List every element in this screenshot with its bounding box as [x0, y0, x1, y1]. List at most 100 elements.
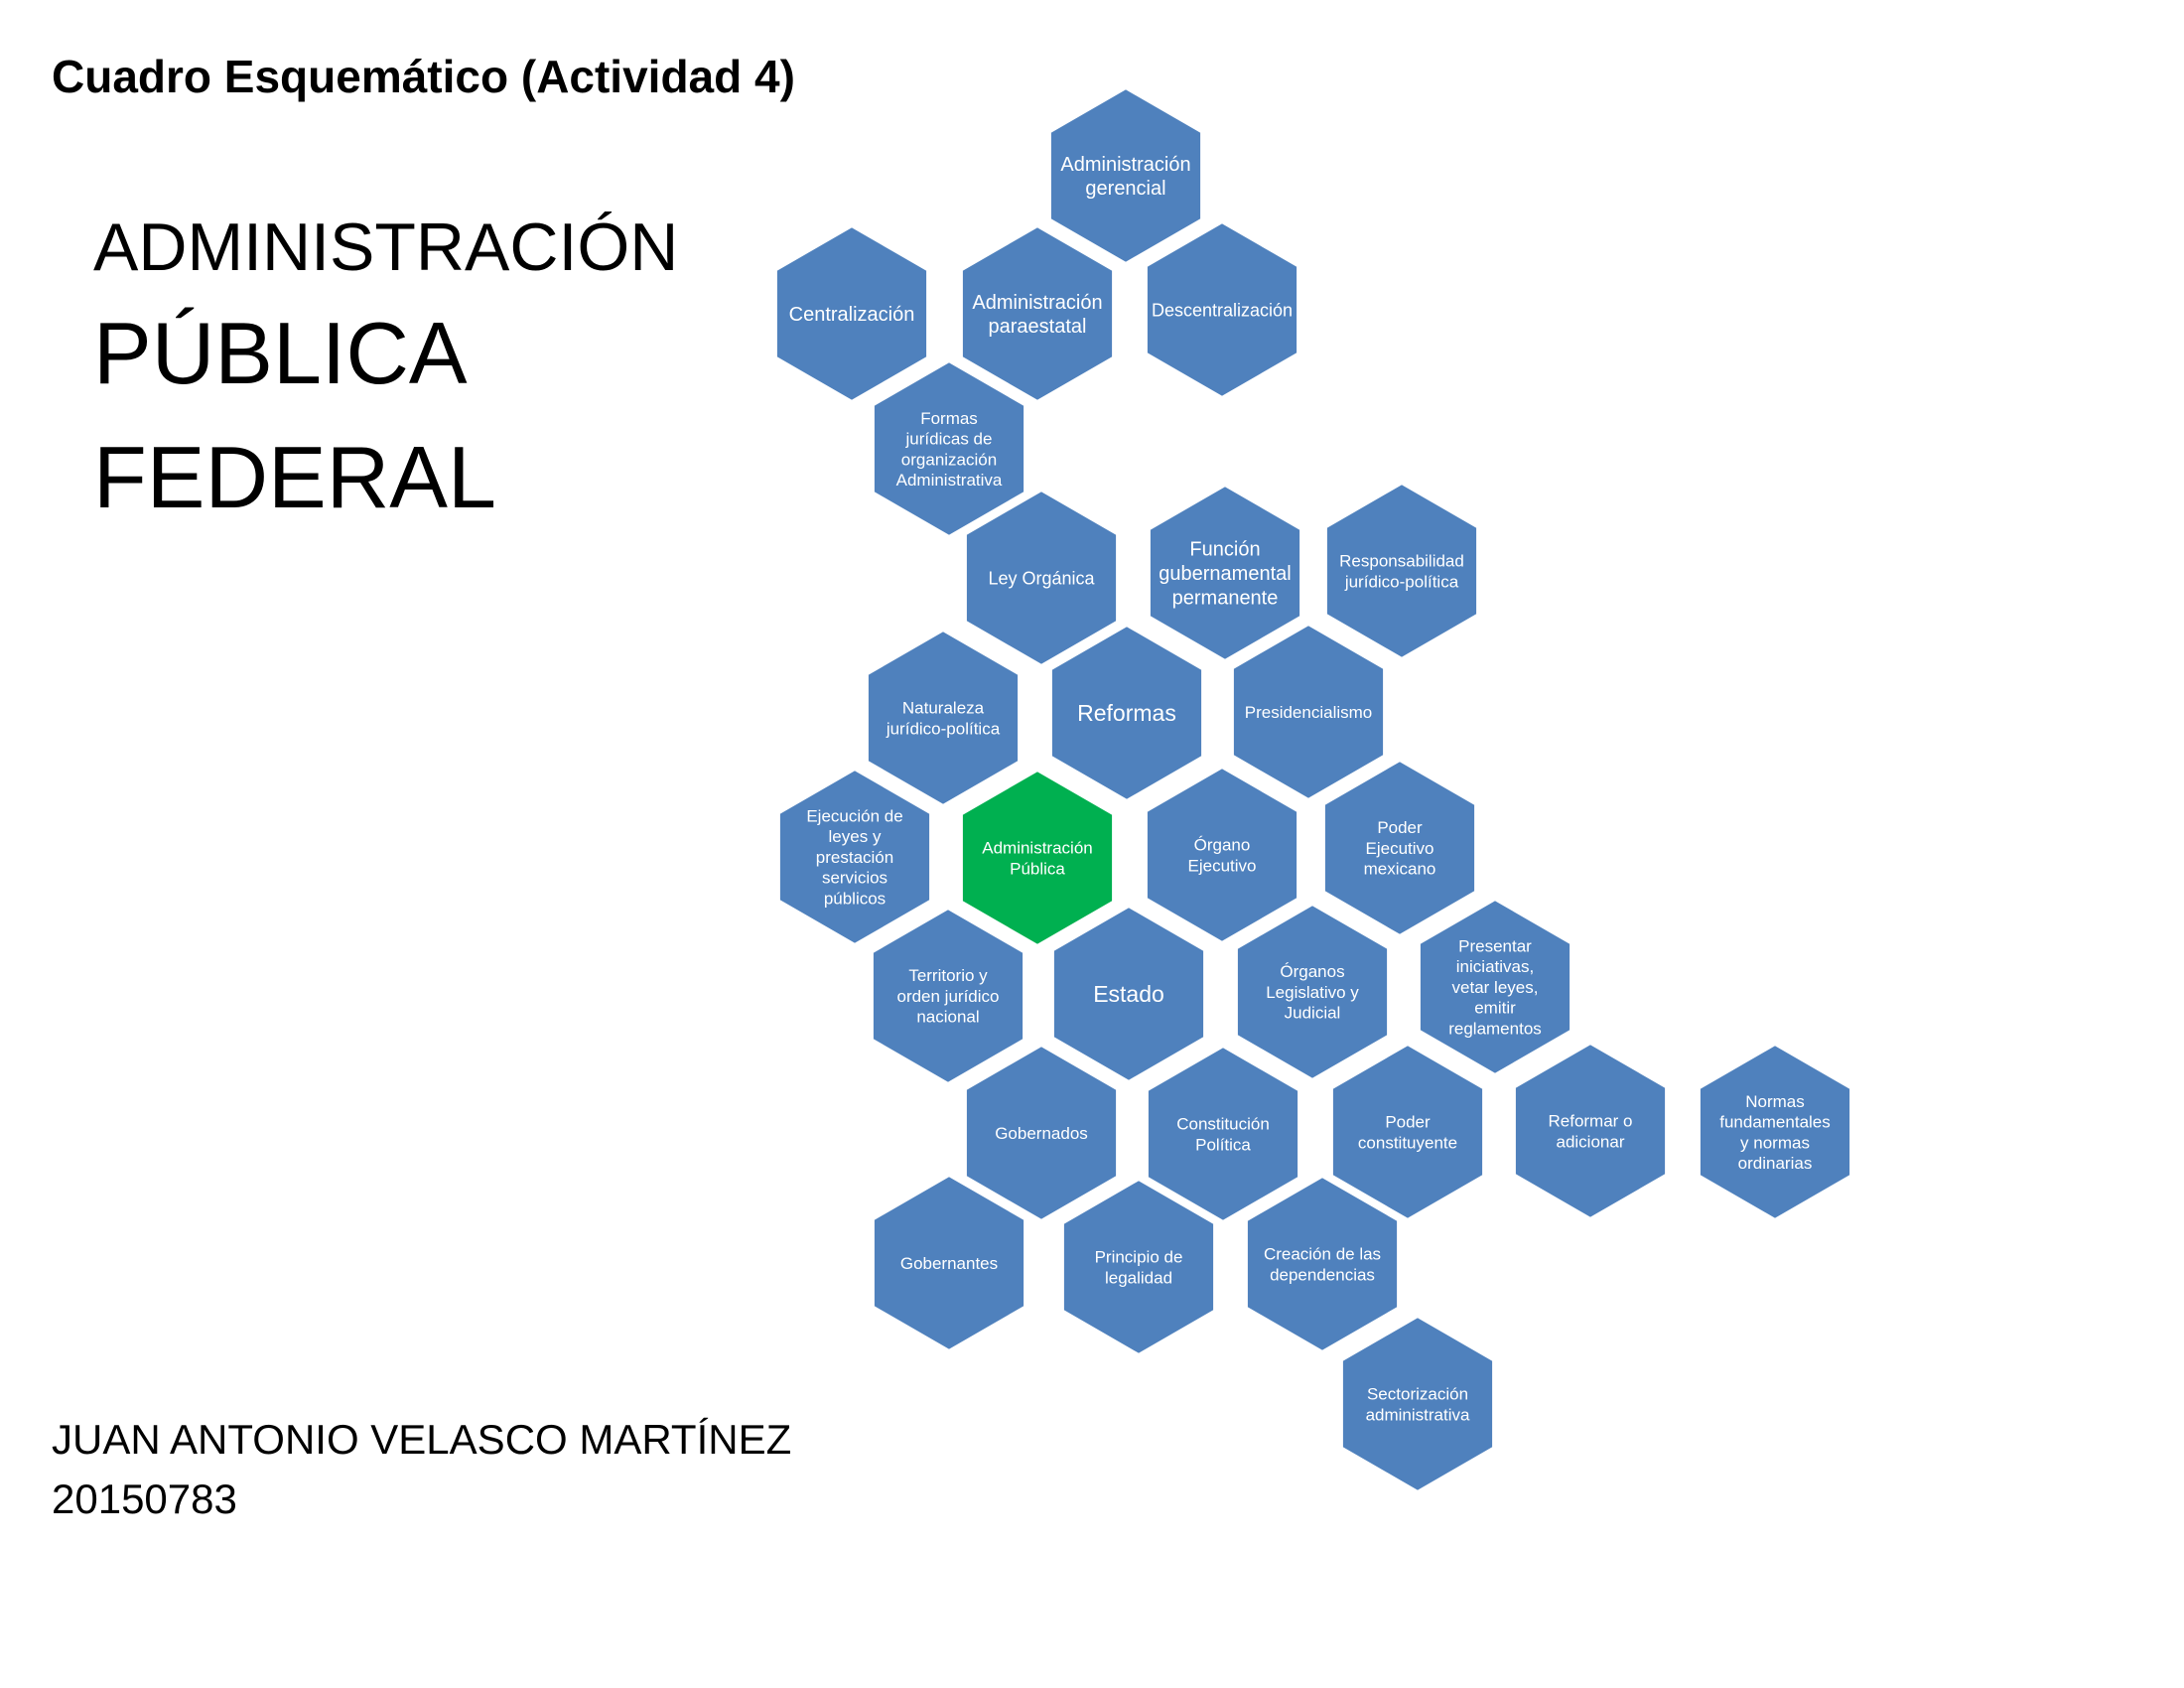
hexagon-label: Pública — [1010, 859, 1065, 878]
hexagon-shape — [1416, 896, 1574, 1078]
hexagon-label: jurídico-política — [1344, 572, 1459, 591]
hexagon-label: nacional — [916, 1008, 979, 1027]
hexagon-label: paraestatal — [989, 316, 1087, 338]
hexagon-label: Creación de las — [1264, 1245, 1381, 1264]
hexagon-label: Normas — [1745, 1092, 1805, 1111]
hexagon-label: Política — [1195, 1135, 1251, 1154]
heading-line-1: ADMINISTRACIÓN — [93, 210, 679, 285]
author-name: JUAN ANTONIO VELASCO MARTÍNEZ — [52, 1416, 792, 1463]
hexagon-shape — [864, 627, 1023, 809]
hexagon-label: servicios — [822, 869, 887, 888]
hexagon-label: gerencial — [1085, 178, 1165, 200]
hexagon-label: Reformar o — [1548, 1112, 1632, 1131]
hexagon-shape — [1233, 901, 1392, 1083]
author-block: JUAN ANTONIO VELASCO MARTÍNEZ 20150783 — [52, 1410, 791, 1529]
hexagon-shape — [869, 905, 1027, 1087]
hexagon-reformas: Reformas — [1047, 622, 1206, 804]
hexagon-shape — [870, 357, 1028, 540]
hexagon-shape — [1049, 903, 1208, 1085]
hexagon-estado: Estado — [1049, 903, 1208, 1085]
hexagon-shape — [1243, 1173, 1402, 1355]
hexagon-label: legalidad — [1105, 1268, 1172, 1287]
hexagon-label: leyes y — [829, 827, 882, 846]
hexagon-descentralizacion: Descentralización — [1143, 218, 1301, 401]
hexagon-centralizacion: Centralización — [772, 222, 931, 405]
hexagon-shape — [1047, 622, 1206, 804]
hexagon-shape — [1059, 1176, 1218, 1358]
hexagon-label: Centralización — [789, 304, 915, 326]
hexagon-label: Poder — [1385, 1113, 1431, 1132]
hexagon-label: Judicial — [1285, 1004, 1341, 1023]
hexagon-label: Reformas — [1077, 700, 1176, 726]
hexagon-label: Administración — [972, 292, 1102, 314]
hexagon-shape — [1328, 1041, 1487, 1223]
author-id: 20150783 — [52, 1476, 237, 1522]
hexagon-label: dependencias — [1270, 1265, 1375, 1284]
hexagon-shape — [870, 1172, 1028, 1354]
hexagon-label: Principio de — [1095, 1248, 1183, 1267]
hexagon-ley-organica: Ley Orgánica — [962, 487, 1121, 669]
hexagon-label: Poder — [1377, 818, 1423, 837]
hexagon-shape — [962, 487, 1121, 669]
hexagon-shape — [1144, 1043, 1302, 1225]
hexagon-label: Territorio y — [908, 966, 988, 985]
hexagon-label: Administrativa — [896, 471, 1003, 490]
hexagon-label: vetar leyes, — [1452, 978, 1539, 997]
hexagon-label: y normas — [1740, 1133, 1810, 1152]
hexagon-poder-ejecutivo: Poder Ejecutivo mexicano — [1320, 757, 1479, 939]
hexagon-label: constituyente — [1358, 1133, 1457, 1152]
hexagon-presidencialismo: Presidencialismo — [1229, 621, 1388, 803]
hexagon-shape — [1320, 757, 1479, 939]
hexagon-label: ordinarias — [1738, 1154, 1813, 1173]
heading-line-2: PÚBLICA — [93, 304, 468, 402]
hexagon-label: Ejecutivo — [1366, 839, 1434, 858]
hexagon-label: prestación — [816, 848, 893, 867]
hexagon-shape — [1143, 218, 1301, 401]
hexagon-territorio: Territorio y orden jurídico nacional — [869, 905, 1027, 1087]
hexagon-label: Naturaleza — [902, 699, 985, 718]
document-title: Cuadro Esquemático (Actividad 4) — [52, 51, 795, 102]
hexagon-gobernantes: Gobernantes — [870, 1172, 1028, 1354]
hexagon-shape — [1143, 764, 1301, 946]
hexagon-organos-legislativo: Órganos Legislativo y Judicial — [1233, 901, 1392, 1083]
hexagon-shape — [1146, 482, 1304, 664]
hexagon-label: Órgano — [1194, 836, 1251, 855]
hexagon-shape — [1229, 621, 1388, 803]
hexagon-label: Gobernados — [995, 1124, 1088, 1143]
hexagon-label: Formas — [920, 409, 978, 428]
hexagon-label: Función — [1189, 539, 1260, 561]
hexagon-label: iniciativas, — [1456, 957, 1534, 976]
hexagon-shape — [772, 222, 931, 405]
hexagon-shape — [1511, 1040, 1670, 1222]
hexagon-label: públicos — [824, 889, 886, 908]
hexagon-shape — [958, 222, 1117, 405]
hexagon-label: Ejecución de — [806, 807, 902, 826]
hexagon-shape — [962, 1042, 1121, 1224]
hexagon-label: Ley Orgánica — [988, 568, 1095, 588]
hexagon-label: adicionar — [1557, 1132, 1625, 1151]
hexagon-label: Presidencialismo — [1245, 703, 1373, 722]
hexagon-label: Órganos — [1280, 962, 1344, 981]
hexagon-label: gubernamental — [1159, 563, 1291, 585]
hexagon-shape — [1046, 84, 1205, 267]
hexagon-label: jurídicas de — [905, 430, 993, 449]
hexagon-label: Sectorización — [1367, 1385, 1468, 1404]
hexagon-label: Gobernantes — [900, 1254, 998, 1273]
hexagon-label: orden jurídico — [896, 987, 999, 1006]
hexagon-label: Constitución — [1176, 1115, 1270, 1134]
hexagon-label: organización — [901, 450, 997, 469]
